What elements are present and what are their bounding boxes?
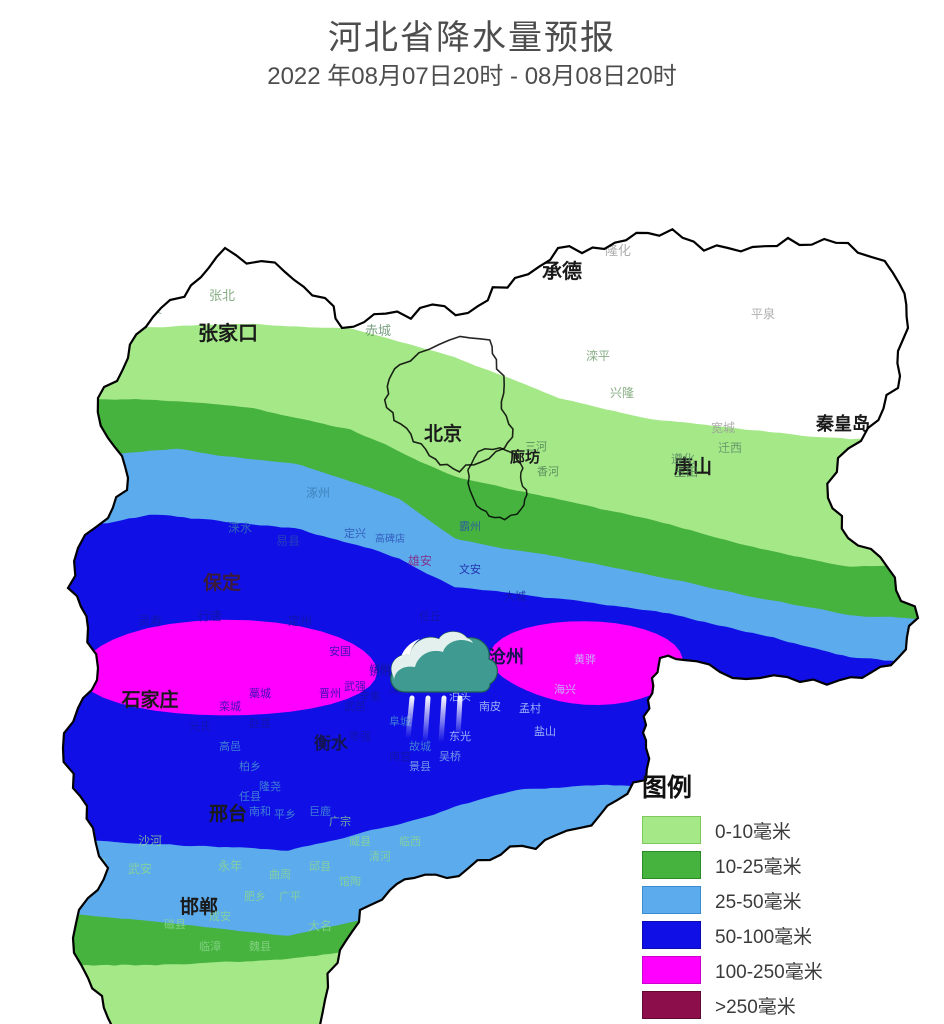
svg-text:遵化: 遵化 xyxy=(671,451,695,466)
svg-text:高碑店: 高碑店 xyxy=(375,532,405,545)
svg-text:邱县: 邱县 xyxy=(309,860,331,873)
svg-text:肥乡: 肥乡 xyxy=(244,890,266,903)
svg-text:广宗: 广宗 xyxy=(329,814,351,828)
svg-text:故城: 故城 xyxy=(409,739,431,753)
svg-text:涞水: 涞水 xyxy=(228,521,252,535)
svg-text:玉田: 玉田 xyxy=(674,465,698,479)
svg-text:行唐: 行唐 xyxy=(198,608,222,623)
svg-text:隆尧: 隆尧 xyxy=(259,779,281,793)
svg-text:定州: 定州 xyxy=(288,613,312,628)
svg-text:大城: 大城 xyxy=(504,589,526,603)
svg-text:涉县: 涉县 xyxy=(83,857,107,871)
svg-text:霸州: 霸州 xyxy=(459,520,481,533)
svg-text:易县: 易县 xyxy=(276,534,300,548)
svg-text:孟村: 孟村 xyxy=(519,701,541,715)
svg-text:平泉: 平泉 xyxy=(751,307,775,321)
svg-text:高邑: 高邑 xyxy=(219,739,241,753)
svg-text:雄安: 雄安 xyxy=(408,553,432,568)
svg-text:海兴: 海兴 xyxy=(554,682,576,696)
svg-text:赵县: 赵县 xyxy=(249,716,271,730)
svg-text:赤城: 赤城 xyxy=(365,323,391,338)
svg-text:张家口: 张家口 xyxy=(198,321,258,345)
svg-text:保定: 保定 xyxy=(202,571,241,594)
svg-text:成安: 成安 xyxy=(209,909,231,923)
svg-text:安国: 安国 xyxy=(329,644,351,658)
svg-text:磁县: 磁县 xyxy=(164,918,186,931)
svg-text:永年: 永年 xyxy=(218,859,242,873)
svg-text:三河: 三河 xyxy=(525,440,547,453)
svg-text:盐山: 盐山 xyxy=(534,725,556,738)
svg-text:文安: 文安 xyxy=(459,562,481,576)
svg-text:南和: 南和 xyxy=(249,805,271,818)
svg-text:栾城: 栾城 xyxy=(219,699,241,713)
svg-text:临西: 临西 xyxy=(399,834,421,848)
svg-text:临漳: 临漳 xyxy=(199,939,221,953)
svg-text:柏乡: 柏乡 xyxy=(239,759,261,773)
svg-text:大名: 大名 xyxy=(308,918,332,933)
svg-text:灵寿: 灵寿 xyxy=(138,614,162,628)
svg-text:涿州: 涿州 xyxy=(306,486,330,500)
svg-text:武安: 武安 xyxy=(128,861,152,876)
svg-text:迁西: 迁西 xyxy=(718,441,742,455)
svg-text:南皮: 南皮 xyxy=(479,700,501,713)
svg-text:沙河: 沙河 xyxy=(138,834,162,848)
svg-text:丰宁: 丰宁 xyxy=(470,258,496,273)
svg-text:邢台: 邢台 xyxy=(209,802,247,825)
svg-text:石家庄: 石家庄 xyxy=(120,688,178,711)
svg-text:承德: 承德 xyxy=(542,259,582,283)
svg-text:任丘: 任丘 xyxy=(419,610,441,623)
svg-text:定兴: 定兴 xyxy=(344,526,366,540)
svg-text:香河: 香河 xyxy=(537,465,559,478)
svg-text:滦平: 滦平 xyxy=(586,348,610,363)
svg-text:武强: 武强 xyxy=(344,680,366,693)
svg-text:魏县: 魏县 xyxy=(249,939,271,953)
svg-text:北京: 北京 xyxy=(424,422,462,445)
svg-text:枣强: 枣强 xyxy=(349,730,371,743)
svg-text:吴桥: 吴桥 xyxy=(439,750,461,763)
svg-text:馆陶: 馆陶 xyxy=(339,874,361,888)
svg-text:晋州: 晋州 xyxy=(319,687,341,700)
svg-text:藁城: 藁城 xyxy=(249,687,271,700)
svg-text:广平: 广平 xyxy=(279,890,301,903)
svg-text:秦皇岛: 秦皇岛 xyxy=(815,413,870,434)
svg-text:任县: 任县 xyxy=(239,790,261,803)
svg-text:饶阳: 饶阳 xyxy=(370,662,390,675)
svg-text:景县: 景县 xyxy=(409,760,431,773)
svg-text:张北: 张北 xyxy=(209,288,235,303)
svg-text:曲周: 曲周 xyxy=(269,868,291,881)
svg-text:威县: 威县 xyxy=(349,835,371,848)
svg-text:康保: 康保 xyxy=(184,210,210,225)
svg-text:衡水: 衡水 xyxy=(314,733,349,753)
svg-text:尚义: 尚义 xyxy=(138,302,162,316)
svg-text:南宫: 南宫 xyxy=(389,749,411,763)
svg-text:武邑: 武邑 xyxy=(344,700,366,713)
svg-text:兴隆: 兴隆 xyxy=(610,385,634,400)
svg-text:平乡: 平乡 xyxy=(274,808,296,821)
svg-text:围场: 围场 xyxy=(585,170,611,185)
svg-text:宽城: 宽城 xyxy=(711,420,735,435)
svg-text:清河: 清河 xyxy=(369,850,391,863)
svg-text:沽源: 沽源 xyxy=(328,239,352,253)
svg-text:黄骅: 黄骅 xyxy=(574,652,596,666)
svg-text:巨鹿: 巨鹿 xyxy=(309,804,331,818)
svg-text:元氏: 元氏 xyxy=(189,720,211,733)
